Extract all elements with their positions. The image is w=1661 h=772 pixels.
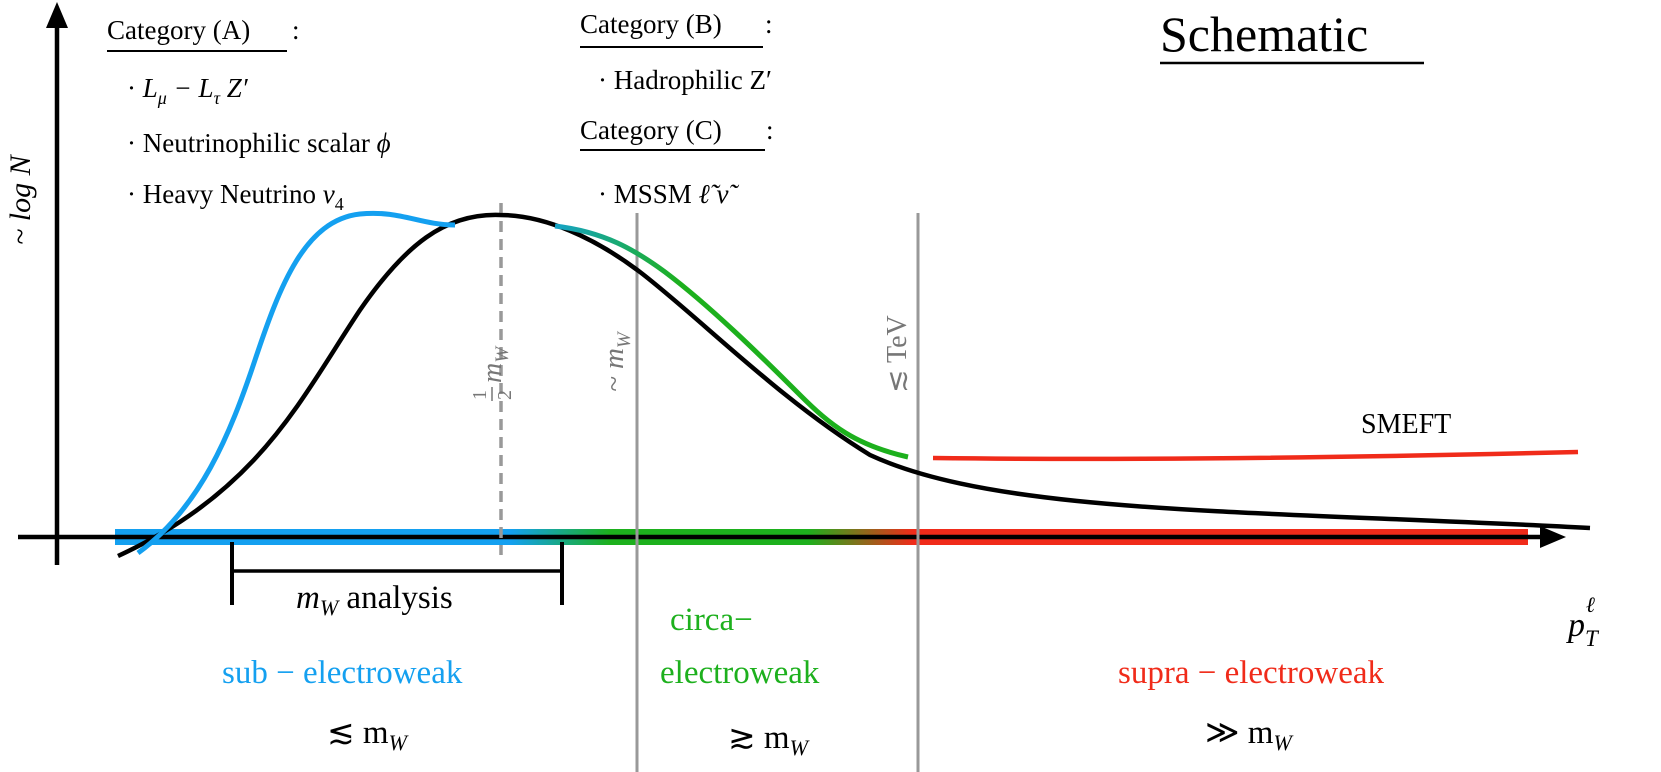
- half-mw-label: 1 2 mW: [469, 345, 516, 401]
- svg-text::: :: [766, 115, 774, 145]
- sm-black-curve: [117, 212, 1591, 559]
- approx-mw-label: ~ mW: [598, 330, 635, 392]
- mw-analysis-label: mW analysis: [296, 580, 453, 620]
- svg-text:mW: mW: [477, 345, 513, 383]
- sub-electroweak-label: sub − electroweak: [222, 655, 463, 691]
- category-a-item-lmu-ltau: · Lμ − Lτ Z′: [127, 73, 249, 108]
- category-bc-gradient-curve: [554, 223, 909, 460]
- supra-electroweak-label: supra − electroweak: [1118, 655, 1384, 691]
- category-c-heading: Category (C): [580, 115, 722, 145]
- circa-electroweak-label-line2: electroweak: [660, 655, 820, 691]
- category-c-block: Category (C) : · MSSM ℓ̃ ν̃: [580, 115, 774, 209]
- svg-text:1: 1: [469, 390, 491, 400]
- category-b-block: Category (B) : · Hadrophilic Z′: [580, 9, 773, 95]
- category-c-item-mssm: · MSSM ℓ̃ ν̃: [598, 179, 740, 209]
- x-axis-arrowhead: [1540, 526, 1566, 548]
- y-axis-arrowhead: [46, 2, 68, 28]
- smeft-label: SMEFT: [1361, 409, 1451, 440]
- y-axis-label: ~ log N: [4, 153, 37, 245]
- category-b-heading: Category (B): [580, 9, 722, 39]
- circa-electroweak-label-line1: circa−: [670, 602, 753, 638]
- supra-electroweak-scale: ≫ mW: [1205, 715, 1293, 755]
- category-a-block: Category (A) : · Lμ − Lτ Z′ · Neutrinoph…: [107, 15, 391, 214]
- tev-label: ≲ TeV: [882, 315, 913, 393]
- svg-text:2: 2: [494, 390, 516, 400]
- category-a-item-scalar: · Neutrinophilic scalar ϕ: [127, 128, 391, 158]
- x-axis-label: pTℓ: [1566, 592, 1600, 651]
- svg-text::: :: [292, 15, 300, 45]
- category-b-item-hadrophilic: · Hadrophilic Z′: [598, 65, 772, 95]
- svg-text::: :: [765, 9, 773, 39]
- category-a-blue-curve: [136, 210, 456, 556]
- mw-analysis-range: [230, 542, 564, 605]
- circa-electroweak-scale: ≳ mW: [728, 720, 810, 760]
- sub-electroweak-scale: ≲ mW: [327, 715, 409, 755]
- category-a-heading: Category (A): [107, 15, 250, 45]
- diagram-title: Schematic: [1160, 6, 1368, 62]
- category-a-item-heavy-neutrino: · Heavy Neutrino ν4: [127, 179, 344, 214]
- smeft-red-curve: [932, 449, 1579, 462]
